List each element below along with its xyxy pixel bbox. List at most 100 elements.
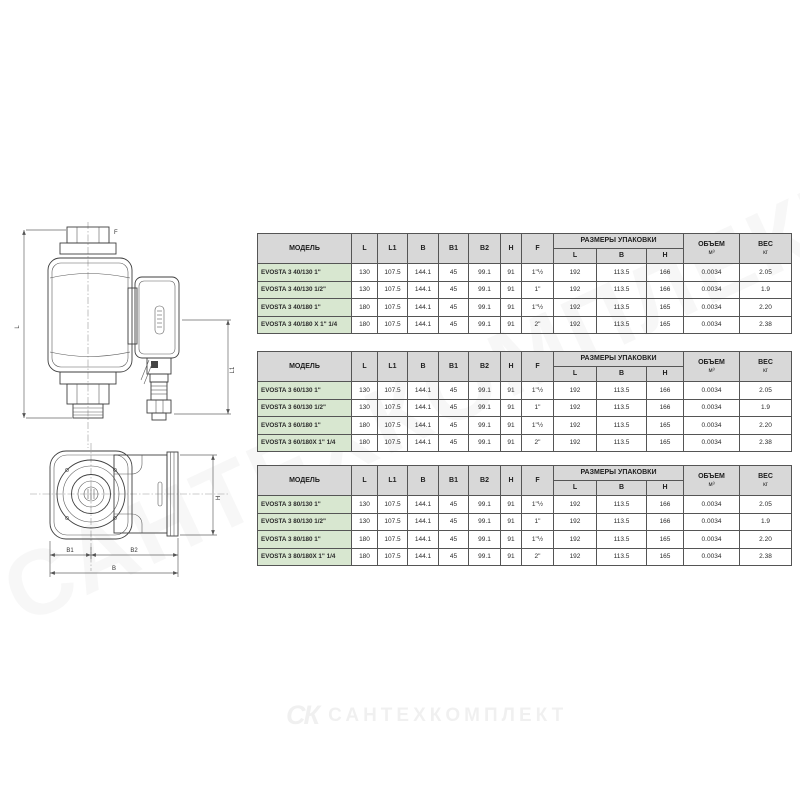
dimension-value-cell: 99.1 (468, 433, 501, 452)
dimension-value-cell: 130 (351, 263, 378, 282)
dimension-value-cell: 45 (438, 280, 469, 299)
dimension-value-cell: 99.1 (468, 512, 501, 531)
table-row: EVOSTA 3 60/180 1" 180 107.5 144.1 45 99.1 91 1… (257, 416, 792, 435)
dimension-value-cell: 99.1 (468, 398, 501, 417)
dimension-value-cell: 113.5 (596, 381, 647, 400)
col-header-pkg-l: L (553, 248, 597, 264)
col-header-package: РАЗМЕРЫ УПАКОВКИ (553, 351, 684, 367)
dimension-value-cell: 1" (521, 398, 554, 417)
col-header-model: МОДЕЛЬ (257, 465, 352, 496)
dimension-b: B (50, 566, 178, 575)
dimension-value-cell: 113.5 (596, 398, 647, 417)
col-header-l: L (351, 233, 378, 264)
dimension-value-cell: 130 (351, 495, 378, 514)
vent-slot (157, 481, 163, 507)
dimension-value-cell: 107.5 (377, 547, 408, 566)
terminal-box (166, 451, 179, 537)
dimension-value-cell: 45 (438, 547, 469, 566)
weight-label: ВЕС (758, 473, 773, 481)
dimension-value-cell: 144.1 (407, 381, 439, 400)
spec-table-60-series: МОДЕЛЬ L L1 B B1 B2 H F РАЗМЕРЫ УПАКОВКИ… (257, 351, 792, 452)
dimension-value-cell: 144.1 (407, 280, 439, 299)
dimension-value-cell: 144.1 (407, 298, 439, 317)
pump-side-view-drawing: L L1 F (15, 222, 236, 448)
dimension-value-cell: 107.5 (377, 530, 408, 549)
dimension-value-cell: 1"½ (521, 381, 554, 400)
dimension-value-cell: 45 (438, 512, 469, 531)
model-name-cell: EVOSTA 3 80/180 1" (257, 530, 352, 549)
volume-label: ОБЪЕМ (698, 473, 725, 481)
dimension-value-cell: 192 (553, 547, 597, 566)
dimension-value-cell: 91 (500, 280, 522, 299)
dimension-value-cell: 2.05 (739, 495, 792, 514)
dimension-value-cell: 1"½ (521, 495, 554, 514)
model-name-cell: EVOSTA 3 60/180X 1" 1/4 (257, 433, 352, 452)
dimension-value-cell: 0.0034 (683, 495, 740, 514)
dimension-value-cell: 45 (438, 398, 469, 417)
volume-label: ОБЪЕМ (698, 241, 725, 249)
dimension-value-cell: 0.0034 (683, 381, 740, 400)
col-header-weight: ВЕС кг (739, 351, 792, 382)
dimension-value-cell: 0.0034 (683, 298, 740, 317)
col-header-f: F (521, 465, 554, 496)
dimension-value-cell: 45 (438, 298, 469, 317)
dimension-value-cell: 91 (500, 433, 522, 452)
dimension-value-cell: 45 (438, 495, 469, 514)
dimension-value-cell: 45 (438, 315, 469, 334)
dimension-value-cell: 91 (500, 530, 522, 549)
col-header-b: B (407, 233, 439, 264)
dimension-value-cell: 166 (646, 263, 684, 282)
model-name-cell: EVOSTA 3 80/180X 1" 1/4 (257, 547, 352, 566)
dimension-value-cell: 2.20 (739, 530, 792, 549)
dimension-value-cell: 45 (438, 416, 469, 435)
col-header-h: H (500, 233, 522, 264)
col-header-weight: ВЕС кг (739, 233, 792, 264)
col-header-pkg-b: B (596, 248, 647, 264)
col-header-b2: B2 (468, 233, 501, 264)
dimension-value-cell: 107.5 (377, 398, 408, 417)
dimension-value-cell: 180 (351, 547, 378, 566)
control-box (127, 276, 180, 359)
dimension-value-cell: 45 (438, 381, 469, 400)
dimension-l: L (15, 229, 72, 419)
dimension-value-cell: 113.5 (596, 298, 647, 317)
volume-label: ОБЪЕМ (698, 359, 725, 367)
motor-housing (113, 451, 179, 537)
dimension-value-cell: 91 (500, 381, 522, 400)
dimension-value-cell: 165 (646, 433, 684, 452)
dimension-value-cell: 99.1 (468, 416, 501, 435)
dimension-value-cell: 192 (553, 398, 597, 417)
dimension-value-cell: 99.1 (468, 495, 501, 514)
dimension-value-cell: 91 (500, 547, 522, 566)
model-name-cell: EVOSTA 3 60/130 1" (257, 381, 352, 400)
dimension-value-cell: 1"½ (521, 416, 554, 435)
table-row: EVOSTA 3 80/130 1/2" 130 107.5 144.1 45 99.1 9… (257, 512, 792, 531)
table-row: EVOSTA 3 40/180 1" 180 107.5 144.1 45 99.1 91 1… (257, 298, 792, 317)
dim-label-b1: B1 (66, 548, 74, 554)
col-header-b2: B2 (468, 465, 501, 496)
dimension-value-cell: 1"½ (521, 298, 554, 317)
dimension-value-cell: 99.1 (468, 298, 501, 317)
dimension-value-cell: 91 (500, 512, 522, 531)
table-row: EVOSTA 3 60/130 1" 130 107.5 144.1 45 99.1 91 1… (257, 381, 792, 400)
dimension-value-cell: 2.05 (739, 263, 792, 282)
dimension-value-cell: 99.1 (468, 547, 501, 566)
model-name-cell: EVOSTA 3 40/180 1" (257, 298, 352, 317)
dimension-value-cell: 165 (646, 315, 684, 334)
dimension-value-cell: 99.1 (468, 530, 501, 549)
dimension-value-cell: 2.20 (739, 416, 792, 435)
dimension-value-cell: 144.1 (407, 433, 439, 452)
dimension-b1-b2: B1 B2 (49, 538, 179, 577)
dimension-value-cell: 192 (553, 280, 597, 299)
col-header-b: B (407, 351, 439, 382)
dimension-value-cell: 144.1 (407, 547, 439, 566)
col-header-b1: B1 (438, 465, 469, 496)
model-name-cell: EVOSTA 3 60/180 1" (257, 416, 352, 435)
col-header-pkg-h: H (646, 366, 684, 382)
dimension-value-cell: 180 (351, 530, 378, 549)
dimension-value-cell: 45 (438, 433, 469, 452)
col-header-pkg-l: L (553, 480, 597, 496)
dimension-value-cell: 1" (521, 280, 554, 299)
dimension-value-cell: 45 (438, 263, 469, 282)
dimension-value-cell: 166 (646, 398, 684, 417)
